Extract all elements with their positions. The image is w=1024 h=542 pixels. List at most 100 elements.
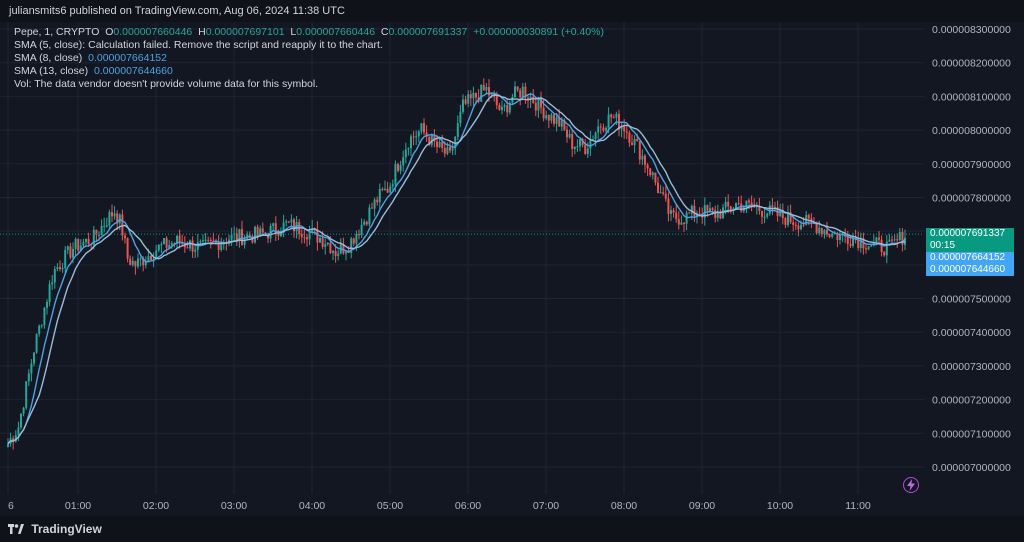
candle-body [891,239,893,241]
sma5-message: SMA (5, close): Calculation failed. Remo… [14,39,383,51]
candle-body [74,239,77,249]
candle-body [532,96,535,103]
candle-body [901,232,904,245]
close-label: C [380,26,389,38]
y-tick-label: 0.000007100000 [932,428,1011,440]
candle-body [636,139,639,142]
candle-body [807,215,810,219]
volume-row[interactable]: Vol: The data vendor doesn't provide vol… [14,78,604,91]
symbol-label[interactable]: Pepe, 1, CRYPTO [14,26,100,38]
candle-body [129,258,132,265]
candle-body [371,207,373,209]
candle-body [662,192,665,194]
candle-body [511,96,514,103]
candle-body [459,111,462,124]
candle-body [573,146,576,149]
lightning-icon[interactable] [903,477,919,493]
candle-body [618,113,620,130]
sma8-row[interactable]: SMA (8, close) 0.000007664152 [14,52,604,65]
candle-body [79,245,82,251]
candle-body [300,234,303,238]
candle-body [771,205,774,210]
candle-body [20,413,22,428]
candle-body [789,212,792,223]
candle-body [191,240,194,252]
brand-label: TradingView [31,522,102,536]
candle-body [103,225,106,227]
candle-body [243,238,246,245]
candle-body [316,229,319,243]
candle-body [524,86,527,98]
candle-body [519,90,522,98]
candle-body [82,242,85,246]
candle-body [849,243,852,246]
candle-body [651,172,654,176]
time-axis[interactable]: 6 01:00 02:00 03:00 04:00 05:00 06:00 07:00 08:0… [0,494,924,516]
candle-body [189,240,191,249]
candle-body [659,192,662,194]
candle-body [472,92,475,99]
candle-body [134,260,137,267]
candle-body [40,325,43,327]
candle-body [66,246,69,251]
candle-body [22,407,25,414]
candle-body [581,138,584,146]
chart-pane[interactable] [0,22,924,494]
candle-body [672,210,675,213]
candle-body [285,221,288,223]
candlestick-chart[interactable] [0,22,924,494]
candle-body [693,205,696,217]
time-axis-labels: 6 01:00 02:00 03:00 04:00 05:00 06:00 07:00 08:0… [8,500,871,512]
candle-body [475,92,477,98]
sma13-row[interactable]: SMA (13, close) 0.000007644660 [14,65,604,78]
candle-body [571,133,574,149]
candle-body [714,210,717,218]
candle-body [350,238,353,254]
candle-body [147,255,150,262]
candle-body [365,221,368,225]
candle-body [898,232,901,241]
x-tick-label: 01:00 [65,500,91,512]
candle-body [857,239,860,249]
candle-body [870,245,873,247]
candle-body [376,199,379,203]
candle-body [290,219,293,223]
candle-body [469,94,472,99]
candle-body [254,226,256,243]
candle-body [597,126,600,133]
candle-body [215,241,217,243]
candle-body [904,237,906,245]
candle-body [111,212,113,217]
candle-body [342,243,345,254]
candle-body [121,214,124,236]
candle-body [116,213,119,224]
sma5-row[interactable]: SMA (5, close): Calculation failed. Remo… [14,39,604,52]
sma8-label: SMA (8, close) [14,52,83,64]
candle-body [529,96,532,100]
candle-body [319,237,321,243]
candle-body [53,268,56,283]
candle-body [352,238,355,244]
y-tick-label: 0.000008200000 [932,58,1011,70]
candle-body [209,239,212,241]
candle-body [784,217,787,225]
candle-body [152,258,155,260]
candle-body [839,234,841,240]
candle-body [251,236,254,243]
candle-body [506,105,509,113]
candle-body [51,282,54,285]
candle-body [753,206,756,208]
candle-body [852,238,854,246]
candle-body [794,224,797,226]
candle-body [599,126,602,128]
candle-body [625,131,628,133]
candle-body [761,210,763,217]
open-label: O [105,26,114,38]
tradingview-brand[interactable]: TradingView [8,522,102,537]
candle-body [545,115,548,119]
candle-body [7,443,9,447]
x-tick-label: 08:00 [611,500,637,512]
candle-body [685,212,688,224]
candle-body [433,134,436,142]
candle-body [683,222,685,224]
